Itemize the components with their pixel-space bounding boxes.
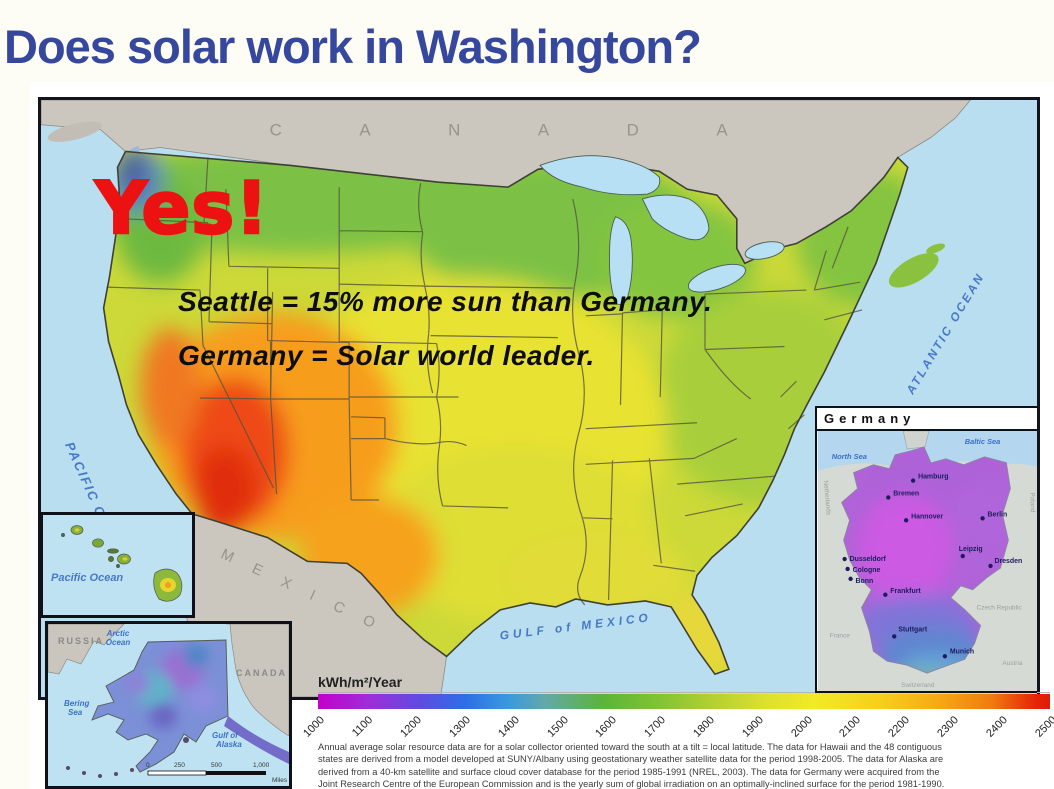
legend-tick: 1100: [350, 714, 376, 740]
poland-label: Poland: [1028, 492, 1036, 513]
scale-tick: 0: [146, 762, 150, 769]
russia-landmass: [48, 624, 125, 675]
switzerland-label: Switzerland: [901, 682, 935, 689]
source-note-line: derived from a 40-km satellite and surfa…: [318, 766, 940, 777]
russia-label: RUSSIA: [58, 636, 104, 646]
claim-line-1: Seattle = 15% more sun than Germany.: [178, 286, 713, 317]
claim-line-2: Germany = Solar world leader.: [178, 340, 595, 371]
scale-tick: 1,000: [253, 762, 270, 769]
aleutian-islands: [66, 737, 189, 778]
city-label: Bonn: [856, 578, 874, 585]
us-solar-map: CANADA MEXICO PACIFIC OCEAN ATLANTIC OCE…: [41, 100, 1037, 697]
bering-sea-label-2: Sea: [68, 708, 83, 717]
city-label: Dusseldorf: [850, 556, 887, 563]
legend-tick: 1200: [398, 714, 425, 740]
legend-tick: 1300: [447, 714, 473, 740]
legend-ticks: 1000 1100 1200 1300 1400 1500 1600 1700 …: [301, 712, 1054, 742]
netherlands-label: Netherlands: [822, 480, 832, 515]
hawaii-islands: [61, 525, 183, 602]
alaska-outline: [91, 639, 229, 773]
city-label: Leipzig: [959, 546, 983, 553]
legend-tick: 2100: [837, 714, 864, 740]
bering-sea-label: Bering: [64, 699, 89, 708]
city-label: Hamburg: [918, 474, 948, 481]
source-note-line: states are derived from a model develope…: [318, 754, 944, 765]
city-label: Bremen: [893, 491, 919, 498]
legend-divider: [318, 692, 1050, 693]
source-note: Annual average solar resource data are f…: [318, 741, 1054, 789]
canada-landmass-inset: [226, 624, 289, 737]
scale-unit: Miles: [272, 777, 288, 784]
legend-tick: 2500: [1032, 714, 1054, 740]
canada-label: CANADA: [270, 121, 806, 140]
page-title: Does solar work in Washington?: [4, 20, 702, 74]
denmark: [902, 431, 930, 450]
legend-tick: 2200: [886, 714, 913, 740]
legend-tick: 1800: [691, 714, 717, 740]
legend-tick: 1600: [593, 714, 620, 740]
alaska-map: Arctic Ocean RUSSIA CANADA Bering Sea Gu…: [48, 624, 289, 786]
scale-tick: 250: [174, 762, 185, 769]
gulf-of-alaska-label-2: Alaska: [215, 740, 242, 749]
city-label: Berlin: [988, 511, 1008, 518]
alaska-panhandle: [224, 716, 289, 764]
city-label: Cologne: [853, 567, 881, 574]
prince-edward-island: [926, 243, 946, 254]
legend-unit-label: kWh/m²/Year: [318, 674, 403, 690]
source-note-line: Joint Research Centre of the European Co…: [318, 778, 945, 789]
germany-cities: Hamburg Bremen Hannover Berlin Leipzig D…: [842, 474, 1022, 659]
germany-map: Hamburg Bremen Hannover Berlin Leipzig D…: [817, 431, 1037, 691]
legend-tick: 1400: [495, 714, 522, 740]
germany-inset-title: Germany: [817, 408, 1037, 431]
legend-tick: 1700: [642, 714, 669, 740]
legend-tick: 1500: [544, 714, 571, 740]
great-lakes: [539, 155, 785, 306]
baltic-sea-label: Baltic Sea: [965, 437, 1001, 446]
city-label: Dresden: [994, 558, 1022, 565]
germany-inset: Germany: [815, 406, 1037, 693]
scale-bar: 0 250 500 1,000 Miles: [146, 762, 288, 784]
legend-tick: 2400: [983, 714, 1010, 740]
arctic-ocean-label: Arctic: [106, 629, 130, 638]
north-sea-label: North Sea: [832, 452, 867, 461]
arctic-ocean-label-2: Ocean: [106, 638, 131, 647]
city-label: Frankfurt: [890, 588, 921, 595]
austria-label: Austria: [1002, 660, 1022, 667]
state-borders: [106, 157, 863, 606]
legend-tick: 1000: [300, 714, 327, 740]
canada-inset-label: CANADA: [236, 668, 287, 678]
gulf-of-alaska-label: Gulf of: [212, 731, 239, 740]
pacific-ocean-inset-label: Pacific Ocean: [51, 572, 123, 584]
us-solar-map-frame: CANADA MEXICO PACIFIC OCEAN ATLANTIC OCE…: [38, 97, 1040, 700]
city-label: Stuttgart: [898, 626, 928, 633]
legend-tick: 2300: [935, 714, 961, 740]
nova-scotia: [888, 253, 939, 288]
source-note-line: Annual average solar resource data are f…: [318, 742, 942, 752]
legend-tick: 1900: [739, 714, 766, 740]
hawaii-inset: Pacific Ocean: [40, 512, 195, 618]
city-label: Munich: [950, 648, 974, 655]
france-label: France: [830, 632, 850, 639]
claim-text: Seattle = 15% more sun than Germany. Ger…: [178, 286, 712, 394]
solar-map-figure: CANADA MEXICO PACIFIC OCEAN ATLANTIC OCE…: [30, 82, 1054, 789]
legend-colorbar: [318, 694, 1050, 709]
czech-republic-label: Czech Republic: [977, 605, 1023, 612]
germany-border: [841, 446, 1011, 674]
hawaii-map: Pacific Ocean: [43, 515, 192, 615]
city-label: Hannover: [911, 513, 943, 520]
vancouver-island: [47, 121, 102, 142]
yes-answer-text: Yes!: [94, 165, 270, 252]
legend-tick: 2000: [788, 714, 815, 740]
scale-tick: 500: [211, 762, 222, 769]
alaska-inset: Arctic Ocean RUSSIA CANADA Bering Sea Gu…: [45, 621, 292, 789]
